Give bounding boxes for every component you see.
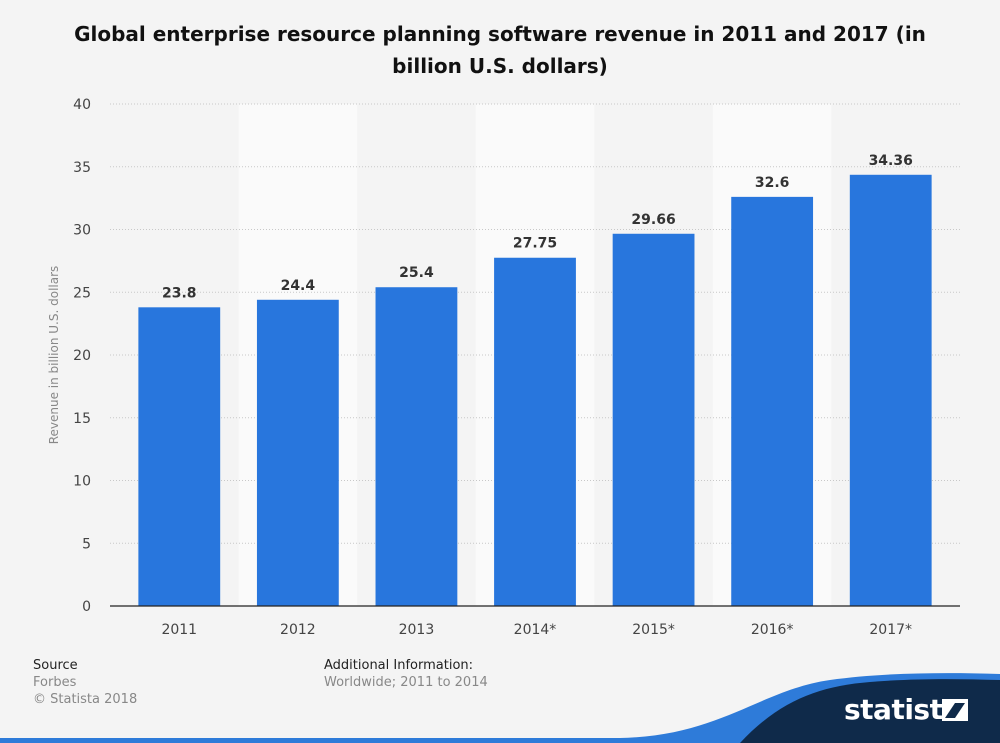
additional-info-block: Additional Information: Worldwide; 2011 … [324, 657, 488, 691]
statista-logo-icon [942, 699, 968, 721]
bar-chart: 0 5 10 15 20 25 30 35 40 23.8 2011 24.4 2012 25.4 2013… [47, 97, 960, 638]
x-tick-label: 2011 [161, 622, 197, 638]
y-tick-label: 35 [73, 160, 91, 176]
x-tick-label: 2016* [751, 622, 794, 638]
y-tick-label: 20 [73, 348, 91, 364]
y-tick-label: 0 [82, 599, 91, 615]
bar [612, 233, 695, 606]
statista-logo[interactable]: statista [844, 693, 961, 726]
bar [375, 287, 458, 606]
x-tick-label: 2014* [514, 622, 557, 638]
chart-title: Global enterprise resource planning soft… [74, 22, 926, 78]
bar [256, 299, 339, 606]
data-label: 29.66 [631, 212, 675, 228]
source-heading: Source [33, 658, 78, 673]
copyright-text: © Statista 2018 [33, 692, 138, 707]
data-label: 25.4 [399, 265, 434, 281]
bar [731, 196, 814, 606]
data-label: 23.8 [162, 285, 197, 301]
y-tick-label: 40 [73, 97, 91, 113]
data-label: 24.4 [281, 278, 316, 294]
y-axis-title: Revenue in billion U.S. dollars [47, 266, 61, 445]
source-block: Source Forbes © Statista 2018 [33, 657, 137, 708]
x-tick-label: 2012 [280, 622, 316, 638]
additional-info-text: Worldwide; 2011 to 2014 [324, 675, 488, 690]
data-label: 34.36 [869, 153, 913, 169]
x-tick-label: 2015* [632, 622, 675, 638]
y-tick-label: 25 [73, 285, 91, 301]
x-tick-label: 2017* [869, 622, 912, 638]
data-label: 32.6 [755, 175, 790, 191]
bar [138, 307, 221, 606]
y-tick-label: 5 [82, 536, 91, 552]
data-label: 27.75 [513, 236, 557, 252]
y-tick-label: 30 [73, 223, 91, 239]
y-tick-label: 10 [73, 474, 91, 490]
x-tick-label: 2013 [399, 622, 435, 638]
bar [849, 174, 932, 607]
bar [494, 257, 576, 606]
y-tick-label: 15 [73, 411, 91, 427]
additional-info-heading: Additional Information: [324, 658, 474, 673]
source-name[interactable]: Forbes [33, 675, 77, 690]
